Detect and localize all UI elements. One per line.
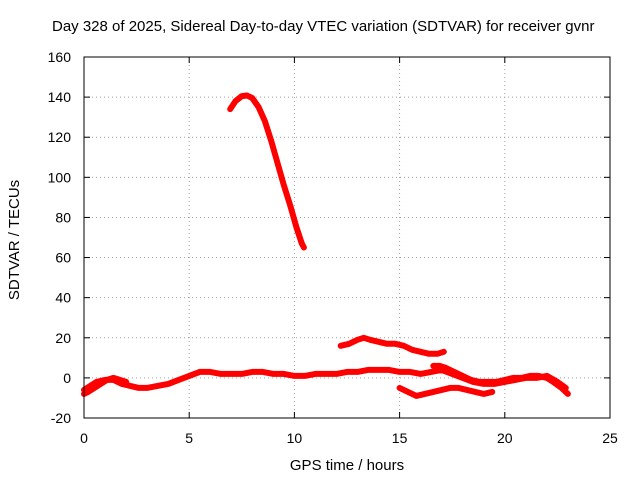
y-tick-label: 80 (55, 209, 71, 225)
grid (84, 57, 610, 418)
series-line-arc-5 (396, 384, 496, 399)
chart-title: Day 328 of 2025, Sidereal Day-to-day VTE… (52, 18, 594, 35)
y-axis-label: SDTVAR / TECUs (6, 180, 23, 300)
x-tick-label: 25 (602, 430, 618, 446)
y-tick-label: 100 (48, 169, 72, 185)
y-tick-label: 0 (63, 370, 71, 386)
series-line-arc-1 (227, 92, 307, 251)
x-tick-label: 0 (80, 430, 88, 446)
y-tick-label: 120 (48, 129, 72, 145)
x-tick-label: 10 (287, 430, 303, 446)
x-tick-label: 5 (185, 430, 193, 446)
series-line-arc-6 (430, 362, 571, 397)
x-tick-label: 15 (392, 430, 408, 446)
y-tick-label: 20 (55, 330, 71, 346)
plot-frame (83, 56, 611, 419)
y-tick-label: 140 (48, 89, 72, 105)
y-tick-label: -20 (51, 410, 71, 426)
y-tick-label: 60 (55, 250, 71, 266)
x-axis-label: GPS time / hours (290, 457, 404, 474)
series-layer (81, 92, 571, 399)
ticks: 0 5 10 15 20 25 -20 0 20 40 60 80 100 120 140 160 (48, 49, 618, 446)
series-line-arc-4 (337, 334, 447, 357)
x-tick-label: 20 (497, 430, 513, 446)
y-tick-label: 160 (48, 49, 72, 65)
y-tick-label: 40 (55, 290, 71, 306)
series-line-arc-3 (81, 374, 130, 397)
